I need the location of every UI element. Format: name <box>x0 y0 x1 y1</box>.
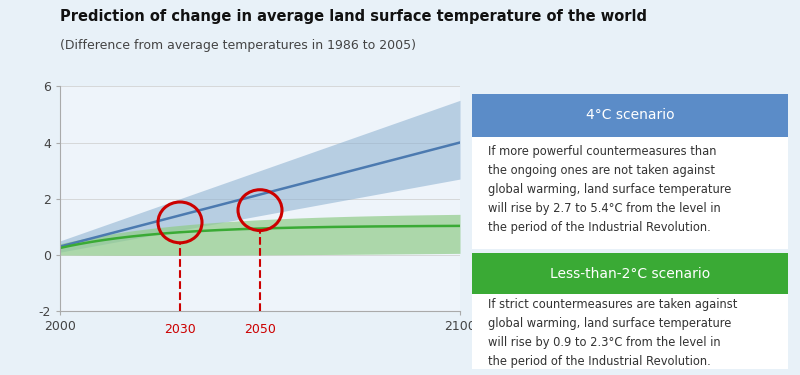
Text: Less-than-2°C scenario: Less-than-2°C scenario <box>550 267 710 281</box>
Text: If more powerful countermeasures than
the ongoing ones are not taken against
glo: If more powerful countermeasures than th… <box>488 145 731 234</box>
Text: 2050: 2050 <box>244 323 276 336</box>
Text: (Difference from average temperatures in 1986 to 2005): (Difference from average temperatures in… <box>60 39 416 53</box>
Text: Prediction of change in average land surface temperature of the world: Prediction of change in average land sur… <box>60 9 647 24</box>
Text: 2030: 2030 <box>164 323 196 336</box>
Text: If strict countermeasures are taken against
global warming, land surface tempera: If strict countermeasures are taken agai… <box>488 298 737 368</box>
Text: 4°C scenario: 4°C scenario <box>586 108 674 122</box>
